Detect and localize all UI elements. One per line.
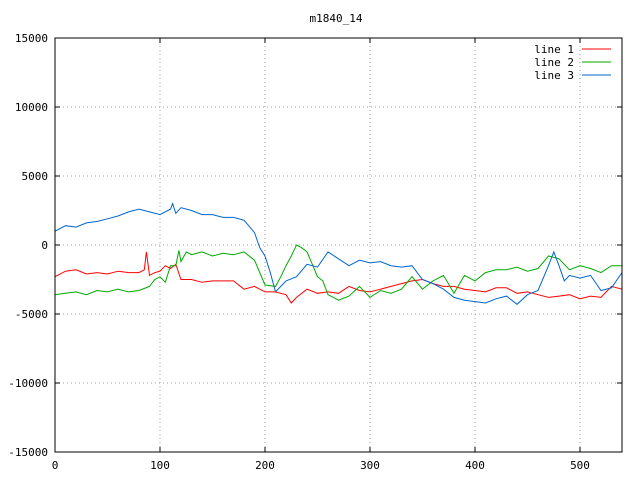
y-tick-label: -10000 [8,377,48,390]
x-tick-label: 300 [360,459,380,472]
series-line-1 [54,251,623,304]
series-line-2 [54,244,622,301]
y-axis-tick-labels: -15000 -10000 -5000 0 5000 10000 15000 [8,32,48,459]
y-tick-label: 5000 [22,170,49,183]
legend-label-1: line 1 [534,43,574,56]
chart-title: m1840_14 [310,12,363,25]
grid-lines [55,38,622,452]
x-axis-tick-labels: 0 100 200 300 400 500 [52,459,590,472]
y-tick-label: 0 [41,239,48,252]
x-tick-label: 500 [570,459,590,472]
series-line-3 [54,202,623,305]
y-tick-label: 15000 [15,32,48,45]
series-lines [54,202,623,305]
legend-label-2: line 2 [534,56,574,69]
axis-ticks [54,37,622,453]
legend-label-3: line 3 [534,69,574,82]
x-tick-label: 100 [150,459,170,472]
x-tick-label: 200 [255,459,275,472]
y-tick-label: -5000 [15,308,48,321]
x-tick-label: 400 [465,459,485,472]
y-tick-label: 10000 [15,101,48,114]
y-tick-label: -15000 [8,446,48,459]
x-tick-label: 0 [52,459,59,472]
